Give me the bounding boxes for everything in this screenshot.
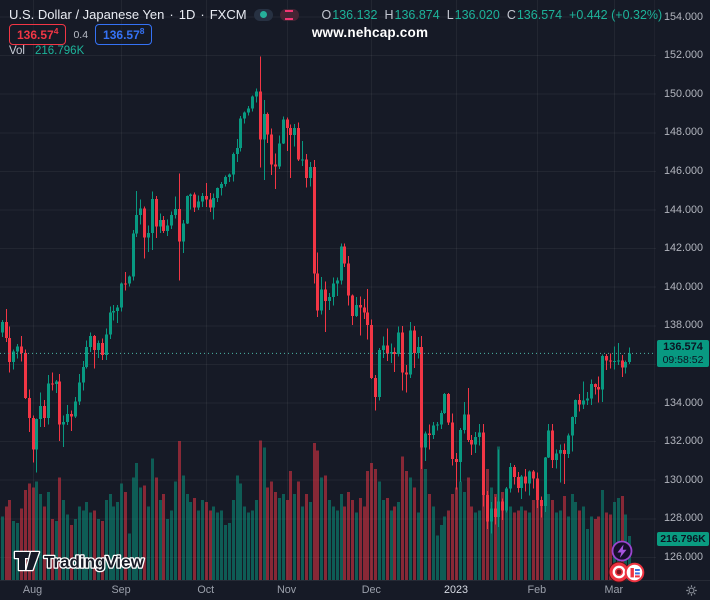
price-tick-label: 126.000 <box>664 550 704 563</box>
price-tick-label: 142.000 <box>664 242 704 255</box>
price-tick-label: 144.000 <box>664 203 704 216</box>
bar-countdown: 09:58:52 <box>662 354 704 366</box>
ohlc-values: O 136.132 H 136.874 L 136.020 C 136.574 … <box>315 8 663 22</box>
price-tick-label: 132.000 <box>664 435 704 448</box>
buy-button[interactable]: 136.578 <box>95 24 153 45</box>
time-tick-month: Aug <box>22 584 43 596</box>
time-tick-month: Feb <box>527 584 547 596</box>
price-tick-label: 134.000 <box>664 396 704 409</box>
open-label: O <box>321 7 332 22</box>
time-tick-month: Oct <box>197 584 215 596</box>
time-axis[interactable]: Aug Sep Oct Nov Dec 2023 Feb Mar <box>0 580 710 600</box>
price-axis[interactable]: 136.574 09:58:52 216.796K 154.000 152.000… <box>654 0 710 581</box>
price-tick-label: 138.000 <box>664 319 704 332</box>
high-value: 136.874 <box>394 7 440 22</box>
price-tick-label: 128.000 <box>664 512 704 525</box>
tradingview-wordmark: TradingView <box>44 553 145 572</box>
spread-value: 0.4 <box>73 28 89 41</box>
tradingview-mark <box>13 550 41 572</box>
symbol-exchange[interactable]: FXCM <box>209 7 247 22</box>
price-tick-label: 146.000 <box>664 164 704 177</box>
low-value: 136.020 <box>454 7 500 22</box>
price-tick-label: 150.000 <box>664 87 704 100</box>
candlestick-chart[interactable] <box>0 0 656 600</box>
bid-ask-row: 136.574 0.4 136.578 <box>9 24 153 45</box>
open-value: 136.132 <box>332 7 378 22</box>
data-notice-icon[interactable] <box>279 8 299 21</box>
price-tick-label: 130.000 <box>664 473 704 486</box>
volume-label: Vol <box>9 45 25 57</box>
time-tick-month: Mar <box>604 584 624 596</box>
symbol-title[interactable]: U.S. Dollar / Japanese Yen <box>9 7 165 22</box>
chart-legend: U.S. Dollar / Japanese Yen · 1D · FXCM O… <box>9 7 662 22</box>
close-label: C <box>506 7 516 22</box>
symbol-separator: · <box>169 7 174 22</box>
gear-icon[interactable] <box>685 584 698 597</box>
flag-badge-icon[interactable] <box>624 562 645 583</box>
symbol-timeframe[interactable]: 1D <box>178 7 196 22</box>
price-tick-label: 154.000 <box>664 10 704 23</box>
overlay-icons <box>603 538 649 589</box>
volume-value: 216.796K <box>35 45 85 57</box>
last-price-value: 136.574 <box>663 341 703 353</box>
low-label: L <box>446 7 454 22</box>
high-label: H <box>384 7 394 22</box>
last-price-tag: 136.574 09:58:52 <box>657 340 709 367</box>
price-tick-label: 152.000 <box>664 49 704 62</box>
candlestick-series <box>1 56 631 534</box>
volume-axis-tag: 216.796K <box>657 532 709 546</box>
time-tick-month: Dec <box>361 584 381 596</box>
tradingview-logo[interactable]: TradingView <box>13 548 181 579</box>
time-tick-month: Sep <box>111 584 131 596</box>
time-tick-month: Nov <box>276 584 297 596</box>
change-value: +0.442 (+0.32%) <box>569 7 663 22</box>
lightning-icon[interactable] <box>611 540 633 562</box>
watermark-text: www.nehcap.com <box>311 25 429 40</box>
sell-button[interactable]: 136.574 <box>9 24 67 45</box>
market-open-dot-icon[interactable] <box>253 8 273 21</box>
price-tick-label: 140.000 <box>664 280 704 293</box>
volume-legend: Vol 216.796K <box>9 45 84 57</box>
close-value: 136.574 <box>516 7 563 22</box>
time-tick-year: 2023 <box>443 584 469 596</box>
symbol-separator: · <box>200 7 205 22</box>
grid-lines <box>0 0 656 581</box>
price-tick-label: 148.000 <box>664 126 704 139</box>
record-icon[interactable] <box>608 561 630 583</box>
